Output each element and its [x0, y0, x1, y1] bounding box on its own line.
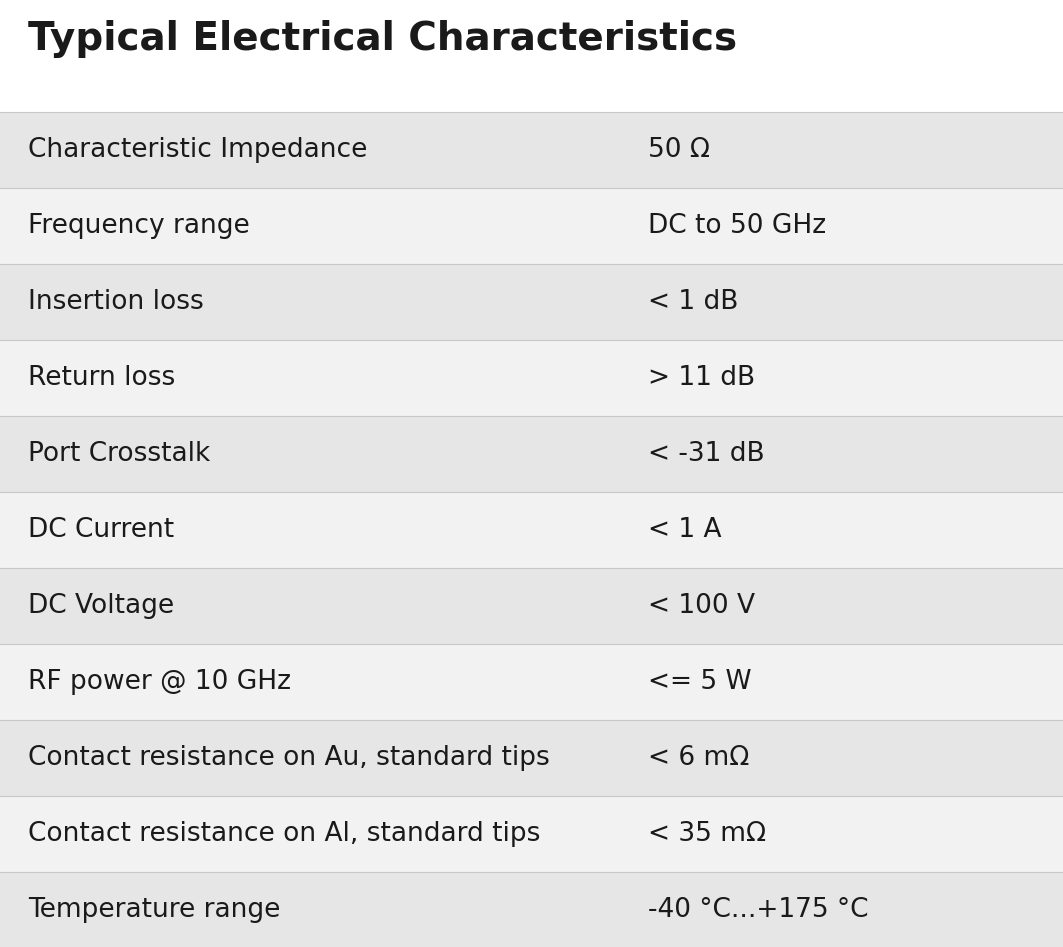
- Text: -40 °C...+175 °C: -40 °C...+175 °C: [648, 897, 868, 923]
- Text: < 100 V: < 100 V: [648, 593, 755, 619]
- Bar: [0, 796, 1063, 872]
- Bar: [0, 416, 1063, 492]
- Text: Contact resistance on Au, standard tips: Contact resistance on Au, standard tips: [28, 745, 550, 771]
- Bar: [0, 644, 1063, 720]
- Text: Return loss: Return loss: [28, 365, 175, 391]
- Text: < 1 dB: < 1 dB: [648, 289, 739, 315]
- Text: 50 Ω: 50 Ω: [648, 137, 710, 163]
- Bar: [0, 492, 1063, 568]
- Bar: [0, 340, 1063, 416]
- Text: Typical Electrical Characteristics: Typical Electrical Characteristics: [28, 20, 737, 58]
- Text: < -31 dB: < -31 dB: [648, 441, 764, 467]
- Text: Frequency range: Frequency range: [28, 213, 250, 239]
- Text: DC to 50 GHz: DC to 50 GHz: [648, 213, 826, 239]
- Text: < 35 mΩ: < 35 mΩ: [648, 821, 766, 847]
- Text: < 1 A: < 1 A: [648, 517, 722, 543]
- Bar: [0, 264, 1063, 340]
- Bar: [0, 188, 1063, 264]
- Text: > 11 dB: > 11 dB: [648, 365, 755, 391]
- Bar: [0, 720, 1063, 796]
- Text: DC Voltage: DC Voltage: [28, 593, 174, 619]
- Text: <= 5 W: <= 5 W: [648, 669, 752, 695]
- Text: Contact resistance on Al, standard tips: Contact resistance on Al, standard tips: [28, 821, 540, 847]
- Bar: [0, 872, 1063, 947]
- Bar: [0, 568, 1063, 644]
- Text: DC Current: DC Current: [28, 517, 174, 543]
- Text: Port Crosstalk: Port Crosstalk: [28, 441, 210, 467]
- Text: Insertion loss: Insertion loss: [28, 289, 204, 315]
- Text: Temperature range: Temperature range: [28, 897, 281, 923]
- Text: RF power @ 10 GHz: RF power @ 10 GHz: [28, 669, 291, 695]
- Bar: [0, 112, 1063, 188]
- Text: Characteristic Impedance: Characteristic Impedance: [28, 137, 368, 163]
- Text: < 6 mΩ: < 6 mΩ: [648, 745, 749, 771]
